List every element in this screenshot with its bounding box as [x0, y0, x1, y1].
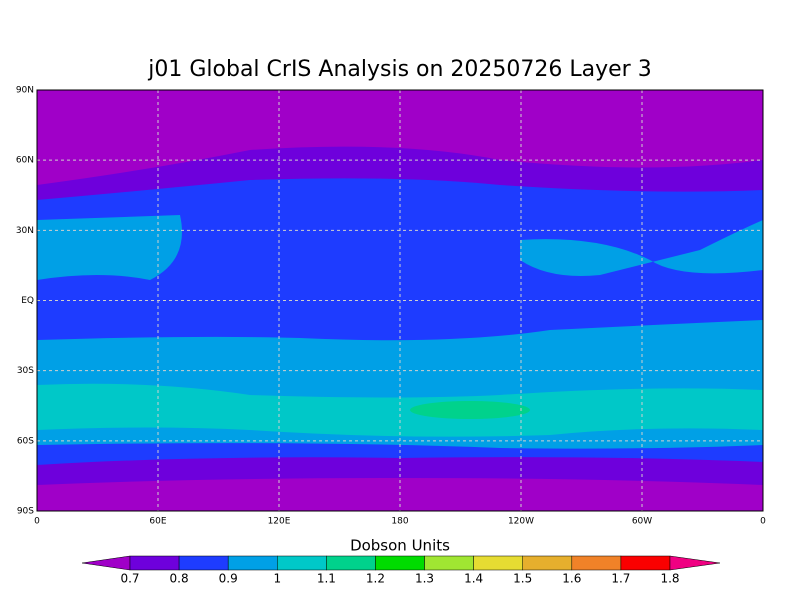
lat-label: 30S: [17, 366, 34, 376]
lon-label: 60W: [632, 517, 652, 527]
lon-label: 120W: [508, 517, 534, 527]
colorbar-box: [620, 555, 671, 571]
colorbar-box: [424, 555, 474, 571]
lon-label: 0: [34, 517, 40, 527]
colorbar-extend-low: [81, 555, 131, 571]
colorbar-tick-label: 0.7: [120, 572, 139, 586]
colorbar-box: [522, 555, 573, 571]
colorbar-tick-label: 1.4: [464, 572, 483, 586]
lon-label: 180: [391, 517, 408, 527]
colorbar-box: [277, 555, 327, 571]
colorbar-tick-label: 0.9: [219, 572, 238, 586]
lon-label: 60E: [149, 517, 166, 527]
colorbar-tick-label: 1.8: [660, 572, 679, 586]
colorbar: 0.7 0.8 0.9 1 1.1 1.2 1.3 1.4 1.5 1.6 1.7 1.8: [81, 555, 721, 586]
colorbar-box: [178, 555, 229, 571]
colorbar-tick-label: 1.2: [366, 572, 385, 586]
lat-label: 90N: [16, 86, 34, 96]
lat-label: 30N: [16, 226, 34, 236]
lon-label: 0: [760, 517, 766, 527]
lat-label: 60S: [17, 436, 34, 446]
colorbar-extend-high: [669, 555, 721, 571]
patch-atlantic: [520, 220, 763, 276]
lat-label: 90S: [17, 507, 34, 517]
plot-frame: [36, 89, 764, 512]
patch-pacific: [410, 401, 530, 419]
colorbar-tick-label: 1: [273, 572, 281, 586]
colorbar-tick-label: 1.5: [513, 572, 532, 586]
colorbar-tick-label: 1.3: [415, 572, 434, 586]
lon-label: 120E: [268, 517, 291, 527]
colorbar-tick-label: 0.8: [170, 572, 189, 586]
colorbar-box: [473, 555, 523, 571]
band-south-violet: [37, 457, 763, 485]
colorbar-box: [571, 555, 622, 571]
colorbar-box: [129, 555, 180, 571]
lat-label: EQ: [21, 296, 34, 306]
colorbar-box: [227, 555, 278, 571]
title: j01 Global CrIS Analysis on 20250726 Lay…: [147, 57, 651, 82]
colorbar-label: Dobson Units: [350, 537, 450, 555]
colorbar-tick-label: 1.6: [562, 572, 581, 586]
colorbar-box: [375, 555, 425, 571]
colorbar-tick-label: 1.7: [611, 572, 630, 586]
colorbar-tick-label: 1.1: [317, 572, 336, 586]
patch-africa: [37, 215, 182, 280]
lat-label: 60N: [16, 156, 34, 166]
colorbar-box: [326, 555, 376, 571]
